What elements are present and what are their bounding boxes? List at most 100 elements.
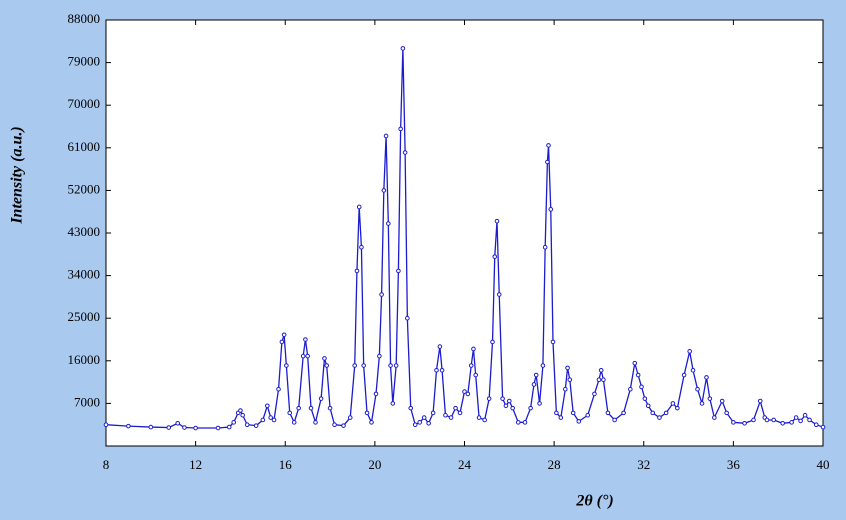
data-point bbox=[681, 372, 687, 378]
data-point bbox=[764, 417, 770, 423]
data-point bbox=[771, 417, 777, 423]
data-point bbox=[545, 159, 550, 165]
data-point bbox=[322, 356, 327, 361]
x-tick-label: 40 bbox=[817, 457, 830, 472]
data-point bbox=[675, 405, 680, 411]
data-point bbox=[377, 353, 382, 359]
data-point bbox=[381, 188, 387, 193]
data-point bbox=[182, 425, 187, 430]
data-point bbox=[453, 405, 458, 411]
data-point bbox=[522, 420, 528, 425]
data-point bbox=[507, 398, 512, 404]
y-axis-title: Intensity (a.u.) bbox=[9, 126, 26, 224]
data-point bbox=[596, 377, 602, 383]
x-tick-label: 28 bbox=[548, 457, 561, 472]
data-point bbox=[492, 254, 498, 259]
data-point bbox=[486, 396, 492, 401]
data-point bbox=[546, 143, 551, 148]
data-point bbox=[279, 339, 285, 345]
data-point bbox=[296, 405, 301, 411]
data-point bbox=[356, 204, 362, 210]
data-point bbox=[361, 363, 366, 368]
data-point bbox=[443, 412, 448, 418]
data-point bbox=[757, 398, 763, 404]
data-point bbox=[148, 424, 154, 430]
y-tick-label: 88000 bbox=[68, 11, 101, 26]
data-point bbox=[417, 420, 422, 425]
data-point bbox=[240, 412, 245, 418]
data-point bbox=[639, 384, 644, 390]
data-point bbox=[347, 415, 353, 420]
data-point bbox=[563, 386, 568, 392]
y-tick-label: 7000 bbox=[74, 394, 100, 409]
data-point bbox=[670, 401, 676, 406]
data-point bbox=[421, 415, 427, 420]
data-point bbox=[632, 360, 638, 366]
data-point bbox=[548, 207, 554, 212]
data-point bbox=[448, 415, 454, 420]
data-point bbox=[408, 405, 414, 411]
data-point bbox=[531, 382, 537, 387]
x-tick-label: 36 bbox=[727, 457, 741, 472]
data-point bbox=[695, 386, 700, 392]
data-point bbox=[550, 339, 556, 345]
data-point bbox=[379, 292, 384, 297]
x-tick-label: 24 bbox=[458, 457, 472, 472]
data-point bbox=[576, 419, 582, 424]
data-point bbox=[437, 344, 443, 349]
data-point bbox=[712, 415, 717, 420]
data-point bbox=[359, 244, 364, 250]
data-point bbox=[621, 410, 626, 416]
data-point bbox=[244, 422, 250, 428]
data-point bbox=[650, 410, 656, 416]
data-point bbox=[175, 420, 180, 426]
data-point bbox=[276, 386, 281, 392]
data-point bbox=[103, 422, 109, 428]
data-point bbox=[400, 46, 406, 51]
data-point bbox=[426, 420, 431, 426]
data-point bbox=[503, 403, 509, 409]
data-point bbox=[369, 420, 374, 425]
x-axis-title: 2θ (°) bbox=[575, 493, 613, 510]
data-point bbox=[657, 415, 662, 420]
data-point bbox=[352, 363, 358, 368]
data-point bbox=[253, 423, 259, 428]
data-point bbox=[313, 420, 318, 425]
data-point bbox=[496, 292, 502, 297]
data-point bbox=[318, 396, 324, 401]
data-point bbox=[635, 372, 641, 378]
data-point bbox=[405, 315, 410, 321]
data-point bbox=[324, 363, 330, 368]
data-point bbox=[364, 410, 370, 416]
data-point bbox=[598, 367, 604, 373]
y-tick-label: 61000 bbox=[68, 139, 101, 154]
data-point bbox=[471, 346, 476, 352]
data-point bbox=[719, 398, 725, 404]
data-point bbox=[291, 420, 297, 425]
data-point bbox=[265, 403, 270, 409]
data-point bbox=[341, 423, 346, 428]
data-point bbox=[268, 415, 273, 420]
data-point bbox=[386, 221, 391, 226]
x-tick-label: 12 bbox=[189, 457, 202, 472]
x-tick-label: 16 bbox=[279, 457, 293, 472]
data-point bbox=[287, 410, 293, 416]
x-tick-label: 8 bbox=[103, 457, 110, 472]
y-tick-label: 34000 bbox=[68, 267, 101, 282]
data-point bbox=[305, 353, 310, 359]
data-point bbox=[500, 396, 505, 401]
data-point bbox=[468, 363, 474, 368]
data-point bbox=[628, 386, 633, 392]
data-point bbox=[284, 363, 289, 368]
data-point bbox=[570, 410, 576, 416]
data-point bbox=[166, 425, 172, 430]
data-point bbox=[126, 423, 131, 429]
data-point bbox=[231, 420, 237, 425]
data-point bbox=[515, 420, 521, 425]
data-point bbox=[260, 417, 266, 423]
data-point bbox=[542, 244, 548, 250]
data-point bbox=[802, 412, 808, 418]
data-point bbox=[473, 372, 479, 378]
data-point bbox=[193, 425, 198, 431]
